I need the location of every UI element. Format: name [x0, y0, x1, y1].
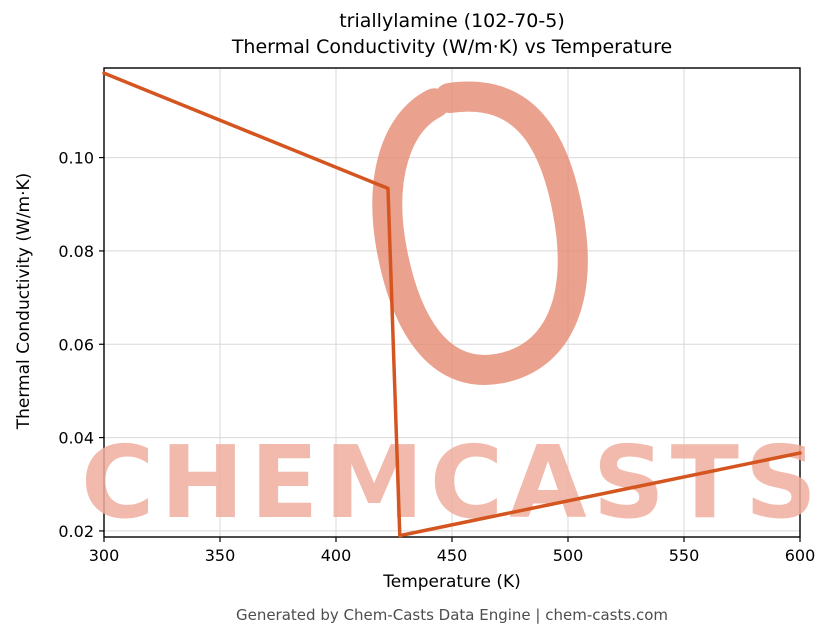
data-series [102, 71, 802, 538]
grid-lines: 300 350 400 450 500 550 600 0.02 0.04 0.06 0.08 0.1… [58, 67, 816, 565]
plot-frame [103, 67, 801, 538]
y-tick-label: 0.06 [58, 335, 94, 354]
x-tick-label: 450 [437, 546, 468, 565]
x-tick-label: 550 [669, 546, 700, 565]
thermal-conductivity-line [102, 71, 802, 538]
chart-title-line1: triallylamine (102-70-5) [339, 10, 565, 32]
x-tick-label: 300 [89, 546, 120, 565]
x-tick-label: 400 [321, 546, 352, 565]
footer-attribution: Generated by Chem-Casts Data Engine | ch… [235, 606, 669, 624]
chart-title-line2: Thermal Conductivity (W/m·K) vs Temperat… [231, 36, 673, 58]
y-tick-label: 0.10 [58, 149, 94, 168]
y-tick-label: 0.02 [58, 522, 94, 541]
y-axis-label: Thermal Conductivity (W/m·K) [14, 172, 34, 430]
chart-title: triallylamine (102-70-5) Thermal Conduct… [68, 8, 836, 60]
y-tick-label: 0.04 [58, 429, 94, 448]
x-tick-label: 350 [205, 546, 236, 565]
x-axis-label: Temperature (K) [383, 572, 521, 592]
y-tick-label: 0.08 [58, 242, 94, 261]
x-tick-label: 500 [553, 546, 584, 565]
x-tick-label: 600 [785, 546, 816, 565]
